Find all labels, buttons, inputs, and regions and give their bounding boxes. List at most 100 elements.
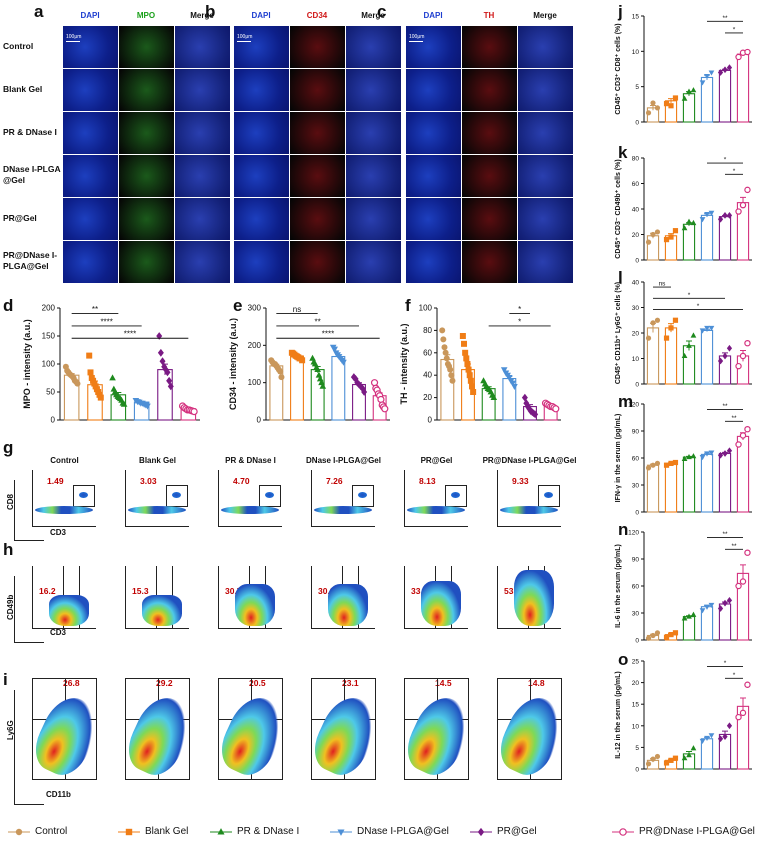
data-point-m — [690, 453, 697, 459]
data-point-l — [654, 317, 661, 323]
panel-letter-b: b — [205, 2, 216, 21]
error-bar — [668, 98, 674, 103]
bar-m-3 — [700, 453, 714, 513]
error-bar — [722, 451, 728, 455]
cell-density — [305, 689, 387, 783]
data-point-m — [645, 465, 652, 471]
data-point-f — [459, 333, 466, 339]
error-bar — [356, 382, 362, 387]
data-point-e — [361, 388, 368, 396]
y-tick-label: 40 — [632, 207, 640, 214]
y-tick-label: 20 — [632, 331, 640, 338]
legend-marker — [8, 828, 30, 835]
flow-value: 16.2 — [39, 586, 56, 596]
cell-cluster — [172, 492, 181, 498]
y-tick-label: 0 — [51, 416, 56, 425]
bar-e-2 — [310, 369, 325, 421]
legend-label: PR@DNase I-PLGA@Gel — [639, 826, 755, 837]
data-point-l — [663, 335, 670, 341]
micro-image-tile: 100μm — [233, 25, 290, 69]
data-point-j — [690, 87, 697, 93]
data-point-d — [97, 394, 104, 401]
chart-k: 0 20 40 60 80 CD45⁺ CD3⁻ CD49b⁺ cells (%) * * — [615, 156, 752, 265]
micro-row-label: PR@Gel — [3, 213, 37, 223]
error-bar — [444, 354, 451, 365]
data-point-f — [463, 355, 470, 362]
micro-image-tile — [233, 68, 290, 112]
micro-image-tile: 100μm — [405, 25, 462, 69]
micro-image-tile — [233, 197, 290, 241]
cell-cluster — [221, 506, 279, 514]
cell-density — [119, 689, 201, 783]
bar-m-4 — [718, 452, 732, 513]
flow-plot-h: 53.9 — [497, 566, 561, 629]
data-point-e — [296, 355, 303, 362]
data-point-l — [708, 325, 715, 332]
data-point-l — [739, 352, 747, 360]
data-point-d — [95, 389, 102, 395]
data-point-e — [376, 392, 384, 400]
data-point-d — [178, 402, 187, 410]
flow-value: 15.3 — [132, 586, 149, 596]
micro-image-tile — [233, 154, 290, 198]
error-bar — [740, 196, 746, 208]
scale-bar-label: 100μm — [409, 34, 425, 40]
micro-image-tile — [461, 25, 518, 69]
data-point-f — [442, 349, 449, 356]
error-bar — [722, 352, 728, 360]
data-point-f — [511, 384, 518, 390]
error-bar — [704, 74, 710, 80]
data-point-m — [699, 455, 706, 461]
bar-l-0 — [646, 327, 660, 385]
y-tick-label: 15 — [632, 14, 640, 21]
chart-f: 0 20 40 60 80 100 TH - intensity (a.u.) * * — [399, 304, 561, 425]
error-bar — [465, 363, 471, 376]
column-header: DAPI — [423, 11, 443, 20]
y-tick-label: 200 — [42, 304, 56, 313]
data-point-m — [739, 432, 747, 439]
cell-density — [49, 595, 89, 626]
axis-lines — [265, 308, 390, 421]
chart-e: 0 100 200 300 CD34 - intensity (a.u.) ns *****… — [228, 304, 390, 425]
significance-label: ** — [92, 305, 98, 314]
flow-axis — [14, 576, 15, 642]
data-point-d — [161, 362, 168, 371]
legend-marker-shape — [337, 828, 345, 836]
y-tick-label: 150 — [42, 332, 56, 341]
legend-marker-shape — [477, 827, 485, 836]
data-point-d — [87, 369, 94, 376]
data-point-d — [164, 368, 171, 377]
bar-k-0 — [646, 235, 660, 261]
data-point-k — [668, 234, 674, 240]
data-point-j — [663, 101, 670, 107]
data-point-f — [550, 404, 558, 412]
data-point-n — [699, 608, 706, 614]
data-point-d — [140, 401, 148, 408]
data-point-e — [309, 354, 316, 361]
flow-value: 33.3 — [411, 586, 428, 596]
flow-value: 14.8 — [528, 678, 545, 688]
data-point-n — [717, 605, 724, 612]
flow-group-label: DNase I-PLGA@Gel — [306, 456, 381, 465]
data-point-k — [672, 228, 679, 234]
data-point-f — [444, 361, 451, 367]
data-point-d — [187, 406, 195, 415]
data-point-d — [62, 363, 69, 370]
flow-value: 26.8 — [63, 678, 80, 688]
micro-image-tile — [289, 154, 346, 198]
data-point-k — [650, 231, 656, 238]
bar-k-1 — [664, 235, 678, 261]
data-point-o — [704, 735, 710, 742]
cell-density — [491, 689, 573, 783]
data-point-d — [96, 391, 103, 398]
bar-m-1 — [664, 462, 678, 513]
micro-image-tile — [345, 197, 402, 241]
data-point-o — [690, 745, 697, 751]
data-point-m — [663, 462, 670, 468]
data-point-e — [359, 384, 366, 393]
micro-image-tile — [345, 240, 402, 284]
data-point-d — [70, 375, 77, 381]
data-point-j — [722, 66, 728, 74]
data-point-f — [461, 340, 468, 347]
